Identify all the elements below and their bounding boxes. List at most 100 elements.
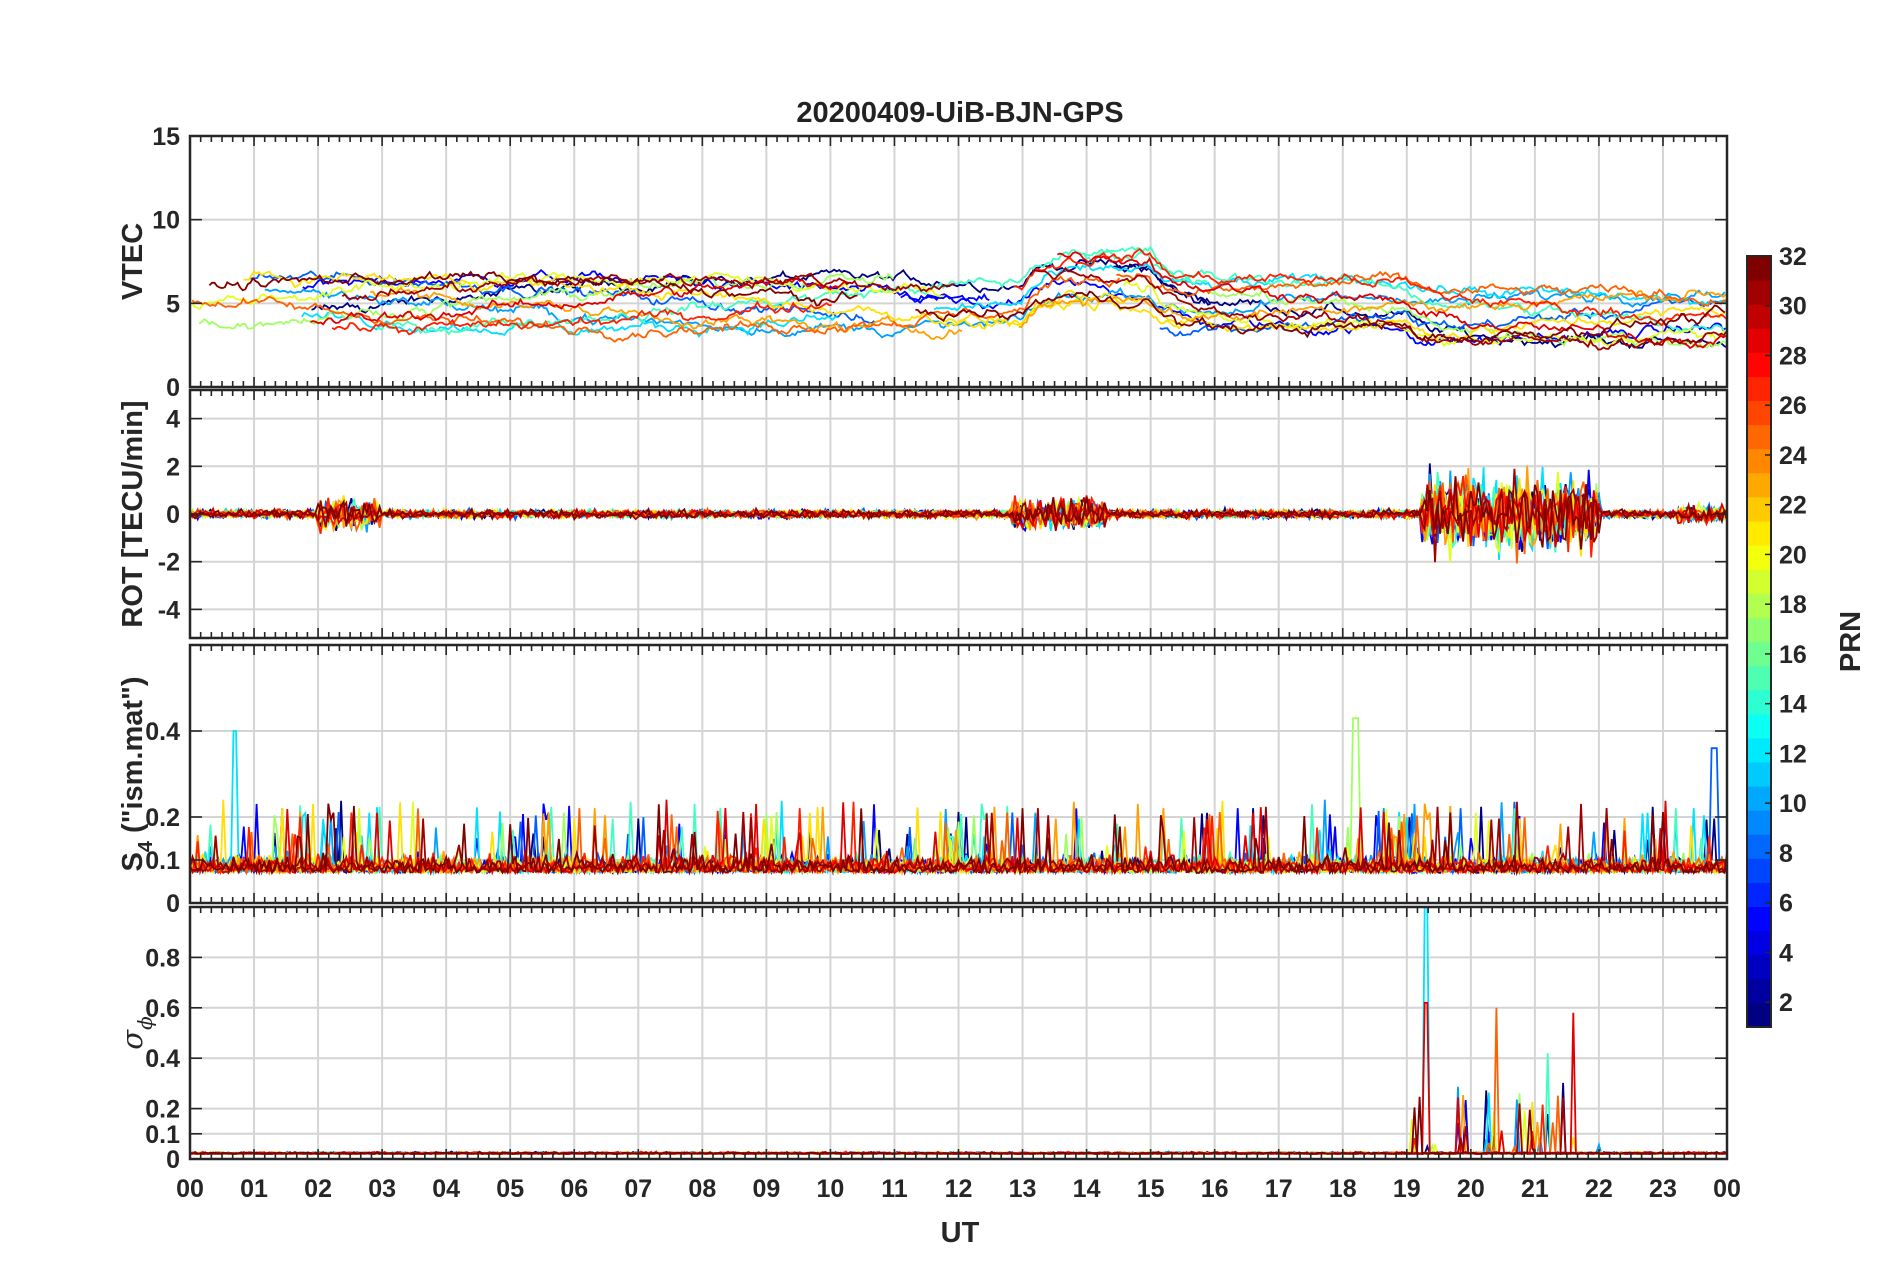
colorbar-swatch [1747, 786, 1771, 811]
tick-marks [189, 907, 1728, 1160]
panel-vtec: 0 5 10 15 VTEC [117, 123, 1729, 402]
colorbar-swatch [1747, 1002, 1771, 1028]
x-tick-label: 18 [1329, 1175, 1357, 1203]
series-line [190, 801, 1727, 876]
x-tick-label: 21 [1521, 1175, 1549, 1203]
x-tick-label: 13 [1009, 1175, 1037, 1203]
colorbar-tick-label: 30 [1779, 293, 1807, 321]
series-lines [191, 245, 1727, 351]
colorbar-swatch [1747, 978, 1771, 1004]
x-tick-label: 11 [881, 1175, 908, 1203]
x-tick-label: 01 [240, 1175, 268, 1203]
colorbar-tick-label: 6 [1779, 890, 1793, 918]
colorbar-swatch [1747, 569, 1771, 594]
y-tick-label: 0.1 [145, 847, 180, 875]
x-tick-label: 15 [1137, 1175, 1165, 1203]
x-tick-label: 04 [432, 1175, 460, 1203]
colorbar-swatch [1747, 665, 1771, 691]
colorbar-swatch [1747, 954, 1771, 980]
colorbar-tick-label: 18 [1779, 591, 1807, 619]
series-line [208, 270, 1726, 344]
series-line [190, 803, 1727, 877]
x-tick-label: 17 [1265, 1175, 1293, 1203]
series-line [310, 251, 1727, 350]
tick-marks [189, 645, 1728, 904]
colorbar-swatch [1747, 761, 1771, 787]
y-axis-label: VTEC [117, 223, 149, 300]
x-tick-label: 20 [1457, 1175, 1485, 1203]
x-tick-label: 12 [945, 1175, 973, 1203]
colorbar-tick-label: 2 [1779, 989, 1793, 1017]
colorbar-tick-label: 22 [1779, 492, 1807, 520]
y-tick-label: 2 [166, 453, 180, 481]
x-tick-label: 23 [1649, 1175, 1677, 1203]
series-lines [190, 463, 1727, 564]
colorbar-swatch [1747, 521, 1771, 546]
y-tick-label: 15 [152, 123, 180, 151]
colorbar-swatch [1747, 376, 1771, 402]
x-tick-label: 22 [1585, 1175, 1613, 1203]
colorbar-swatch [1747, 280, 1771, 305]
series-line [370, 286, 1727, 341]
y-tick-label: 0 [166, 374, 180, 402]
colorbar-swatch [1747, 256, 1771, 281]
x-tick-labels: 00 01 02 03 04 05 06 07 08 09 10 11 12 13 14 15 16 17 18 19… [176, 1175, 1741, 1203]
colorbar-swatch [1747, 834, 1771, 859]
x-tick-label: 07 [624, 1175, 652, 1203]
colorbar-swatch [1747, 810, 1771, 835]
grid-lines [190, 136, 1727, 387]
colorbar-swatch [1747, 593, 1771, 618]
colorbar-tick-label: 26 [1779, 392, 1807, 420]
y-axis-label: σϕ [115, 1016, 157, 1050]
colorbar-swatch [1747, 496, 1771, 522]
colorbar-tick-label: 12 [1779, 740, 1807, 768]
colorbar-tick-label: 16 [1779, 641, 1807, 669]
colorbar-tick-label: 28 [1779, 342, 1807, 370]
colorbar-swatch [1747, 304, 1771, 329]
colorbar-tick-label: 24 [1779, 442, 1807, 470]
colorbar-label: PRN [1835, 611, 1867, 672]
colorbar-swatch [1747, 906, 1771, 932]
colorbar-swatch [1747, 472, 1771, 498]
colorbar-swatch [1747, 858, 1771, 883]
y-tick-label: 0.2 [145, 804, 180, 832]
colorbar-swatch [1747, 930, 1771, 956]
colorbar-tick-label: 8 [1779, 840, 1793, 868]
colorbar-tick-label: 10 [1779, 790, 1807, 818]
y-tick-label: 0 [166, 501, 180, 529]
x-tick-label: 14 [1073, 1175, 1101, 1203]
x-tick-label: 05 [496, 1175, 524, 1203]
y-tick-label: 0.2 [145, 1096, 180, 1124]
x-tick-label: 00 [1713, 1175, 1741, 1203]
series-line [331, 247, 1727, 336]
colorbar-frame [1746, 255, 1772, 1028]
series-line [190, 799, 1727, 876]
y-tick-label: 0.6 [145, 995, 180, 1023]
y-tick-label: 0.4 [145, 718, 180, 746]
x-tick-label: 09 [752, 1175, 780, 1203]
y-axis-label: ROT [TECU/min] [117, 400, 149, 627]
y-tick-label: 10 [152, 207, 180, 235]
x-tick-label: 02 [304, 1175, 332, 1203]
colorbar-tick-label: 14 [1779, 691, 1807, 719]
panel-rot: -4 -2 0 2 4 ROT [TECU/min] [117, 388, 1729, 640]
y-tick-label: 5 [166, 290, 180, 318]
colorbar-swatch [1747, 448, 1771, 474]
x-tick-label: 19 [1393, 1175, 1421, 1203]
x-tick-label: 03 [368, 1175, 396, 1203]
y-tick-label: -4 [158, 596, 180, 624]
colorbar-tick-label: 20 [1779, 541, 1807, 569]
colorbar-tick-label: 4 [1779, 939, 1793, 967]
y-tick-label: 0 [166, 890, 180, 918]
y-tick-label: 4 [166, 406, 180, 434]
series-line [190, 476, 1727, 550]
y-tick-label: 0.8 [145, 944, 180, 972]
colorbar-swatch [1747, 328, 1771, 353]
x-tick-label: 00 [176, 1175, 204, 1203]
x-axis-label: UT [941, 1217, 980, 1249]
colorbar-swatch [1747, 545, 1771, 570]
colorbar-swatch [1747, 737, 1771, 763]
colorbar-swatch [1747, 352, 1771, 377]
